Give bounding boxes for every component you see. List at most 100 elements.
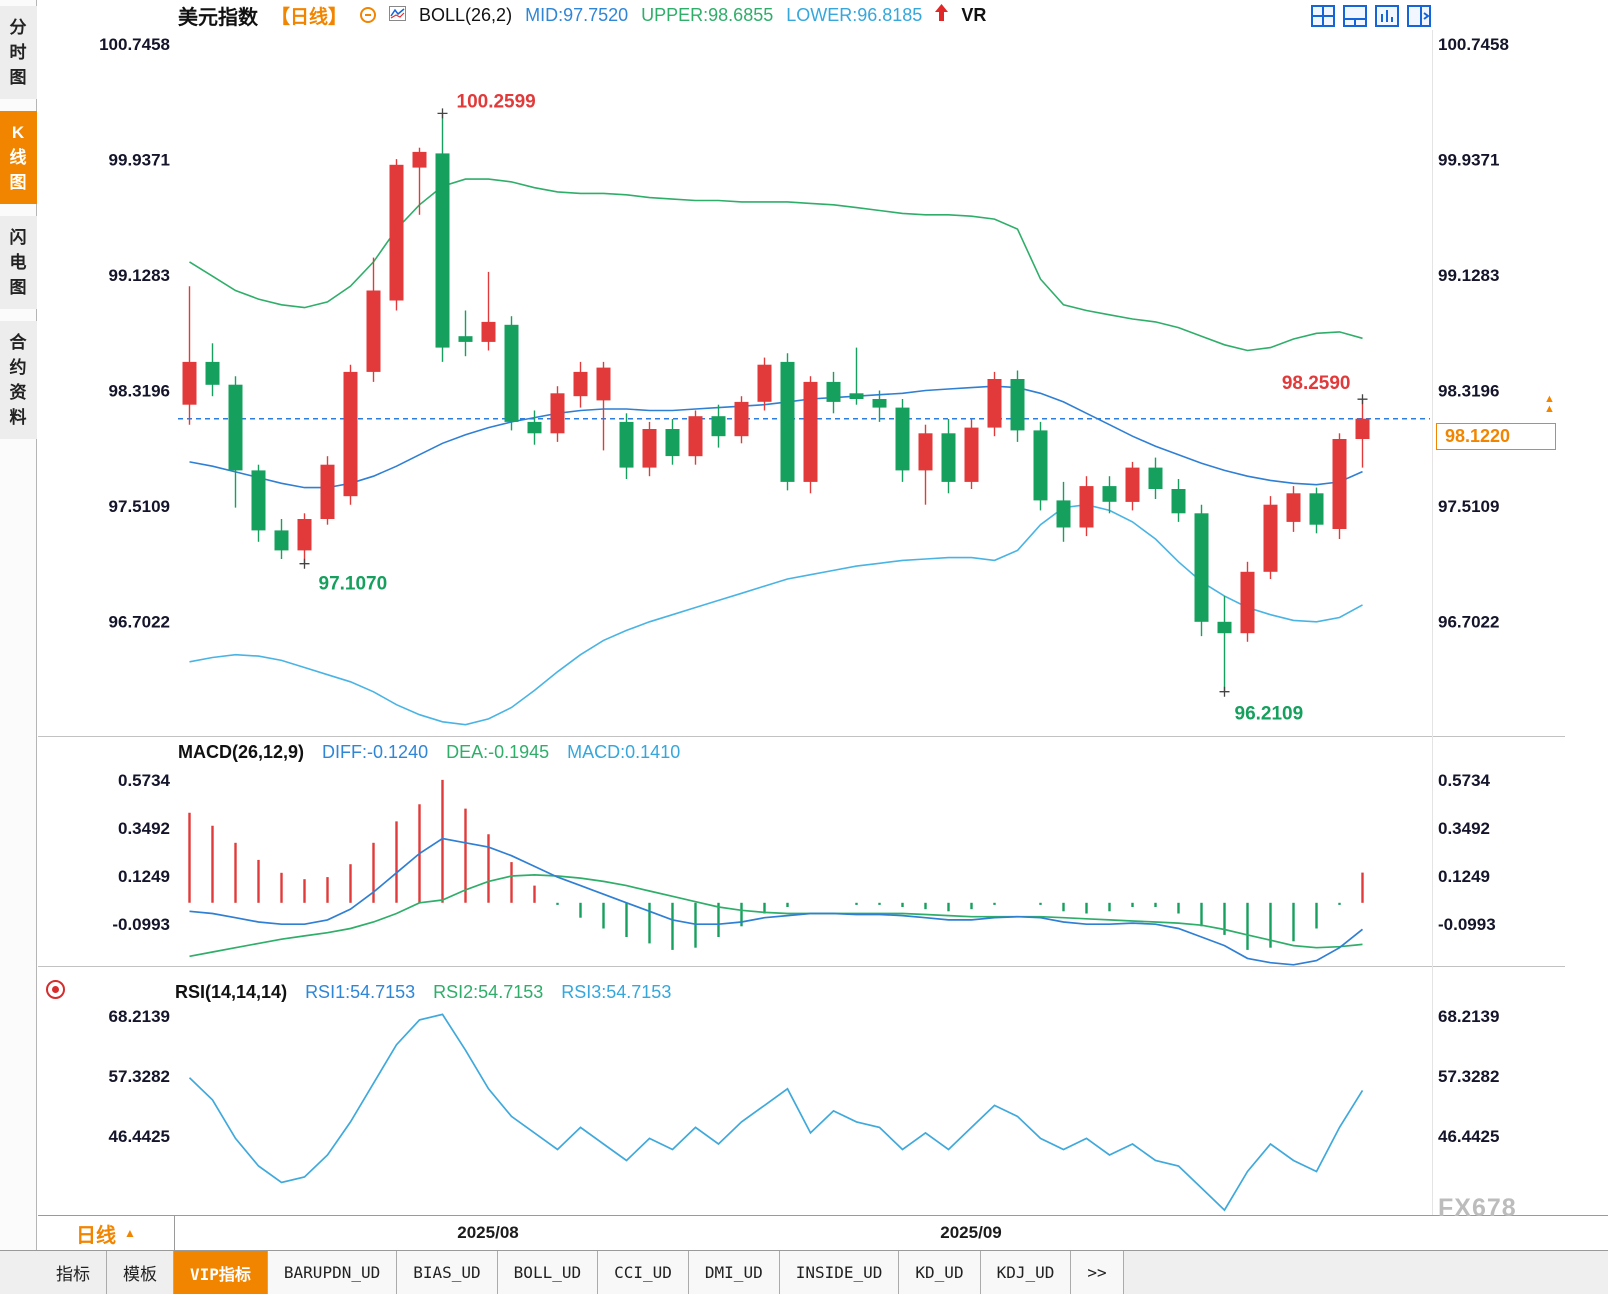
svg-text:97.5109: 97.5109: [1438, 497, 1499, 516]
macd-title[interactable]: MACD(26,12,9): [178, 742, 305, 762]
watermark: FX678: [1438, 1194, 1517, 1222]
y-axis-labels: 0.5734 0.5734 0.3492 0.3492 0.1249 0.1249 -0.0…: [112, 771, 1495, 934]
svg-text:99.1283: 99.1283: [109, 266, 170, 285]
collapse-circle-icon[interactable]: [360, 7, 377, 23]
macd-histogram: [188, 779, 1364, 950]
macd-macd-value: MACD:0.1410: [567, 742, 681, 762]
rsi1-value: RSI1:54.7153: [305, 982, 416, 1002]
x-axis-label: 2025/08: [457, 1223, 519, 1242]
tab-more[interactable]: >>: [1071, 1251, 1124, 1294]
price-annotations: 100.2599 97.1070 98.2590 96.2109: [299, 91, 1368, 725]
svg-text:0.3492: 0.3492: [118, 819, 170, 838]
svg-text:97.1070: 97.1070: [319, 574, 388, 595]
svg-text:-0.0993: -0.0993: [112, 915, 170, 934]
sidebar-item-kline-chart[interactable]: K 线 图: [0, 111, 37, 204]
sidebar-item-lightning-chart[interactable]: 闪 电 图: [0, 216, 37, 309]
svg-text:100.7458: 100.7458: [1438, 35, 1509, 54]
tab-templates[interactable]: 模板: [107, 1251, 174, 1294]
bar-chart-icon[interactable]: [1374, 4, 1400, 27]
svg-text:57.3282: 57.3282: [1438, 1067, 1499, 1086]
period-selector[interactable]: 日线 ▲: [38, 1216, 175, 1251]
svg-text:46.4425: 46.4425: [1438, 1127, 1499, 1146]
sidebar-item-timeshare-chart[interactable]: 分 时 图: [0, 6, 37, 99]
tab-vip-indicators[interactable]: VIP指标: [174, 1251, 268, 1294]
y-axis-labels: 100.7458 100.7458 99.9371 99.9371 99.1283 99.…: [99, 35, 1509, 632]
tab-bias-ud[interactable]: BIAS_UD: [397, 1251, 498, 1294]
indicator-mini-icon: [389, 5, 407, 26]
layout-split-bottom-icon[interactable]: [1342, 4, 1368, 27]
svg-text:99.9371: 99.9371: [109, 151, 170, 170]
panel-divider: [38, 736, 1565, 737]
tab-kd-ud[interactable]: KD_UD: [899, 1251, 981, 1294]
dea-line: [189, 874, 1363, 958]
svg-text:98.3196: 98.3196: [1438, 382, 1499, 401]
svg-text:68.2139: 68.2139: [1438, 1007, 1499, 1026]
x-axis-label: 2025/09: [940, 1223, 1002, 1242]
rsi-line: [188, 1013, 1364, 1212]
svg-text:57.3282: 57.3282: [109, 1067, 170, 1086]
macd-chart[interactable]: 0.5734 0.5734 0.3492 0.3492 0.1249 0.1249 -0.0…: [38, 737, 1608, 967]
svg-text:96.7022: 96.7022: [109, 613, 170, 632]
triangle-up-icon: ▲: [124, 1226, 136, 1240]
svg-text:97.5109: 97.5109: [109, 497, 170, 516]
layout-toolbar: [1310, 4, 1432, 27]
x-axis-row: 日线 ▲ 2025/08 2025/09: [38, 1215, 1608, 1251]
tab-barupdn-ud[interactable]: BARUPDN_UD: [267, 1251, 398, 1294]
rsi-chart[interactable]: 68.2139 68.2139 57.3282 57.3282 46.4425 46.44…: [38, 967, 1608, 1215]
tab-indicators[interactable]: 指标: [40, 1251, 107, 1294]
y-axis-labels: 68.2139 68.2139 57.3282 57.3282 46.4425 46.44…: [109, 1007, 1500, 1146]
period-selector-label: 日线: [76, 1224, 117, 1247]
boll-indicator-label: BOLL(26,2): [419, 4, 513, 25]
price-up-arrows-icon: ▲ ▲: [1544, 393, 1555, 415]
boll-bands: [189, 178, 1363, 726]
svg-text:99.9371: 99.9371: [1438, 151, 1499, 170]
tab-boll-ud[interactable]: BOLL_UD: [497, 1251, 599, 1294]
indicator-settings-icon[interactable]: [46, 980, 65, 999]
rsi-header: RSI(14,14,14) RSI1:54.7153 RSI2:54.7153 …: [175, 982, 671, 1003]
boll-upper-value: UPPER:98.6855: [641, 4, 774, 25]
svg-text:0.3492: 0.3492: [1438, 819, 1490, 838]
svg-text:0.5734: 0.5734: [1438, 771, 1491, 790]
rsi2-value: RSI2:54.7153: [433, 982, 544, 1002]
symbol-name: 美元指数: [178, 6, 258, 29]
svg-text:100.7458: 100.7458: [99, 35, 170, 54]
boll-lower-value: LOWER:96.8185: [786, 4, 923, 25]
bottom-tab-bar: 指标 模板 VIP指标 BARUPDN_UD BIAS_UD BOLL_UD CCI_UD D…: [0, 1250, 1608, 1294]
axis-divider: [1432, 30, 1433, 1215]
current-price-tag: 98.1220: [1436, 423, 1556, 450]
candles: [182, 113, 1370, 692]
svg-text:98.2590: 98.2590: [1282, 373, 1351, 394]
macd-header: MACD(26,12,9) DIFF:-0.1240 DEA:-0.1945 M…: [178, 742, 680, 763]
tab-dmi-ud[interactable]: DMI_UD: [688, 1251, 780, 1294]
rsi3-value: RSI3:54.7153: [561, 982, 672, 1002]
up-arrow-icon: [935, 4, 949, 26]
vr-indicator-label[interactable]: VR: [961, 4, 987, 25]
left-sidebar: 分 时 图 K 线 图闪 电 图合 约 资 料: [0, 0, 37, 1250]
svg-text:96.2109: 96.2109: [1235, 704, 1304, 725]
svg-text:-0.0993: -0.0993: [1438, 915, 1496, 934]
tab-inside-ud[interactable]: INSIDE_UD: [779, 1251, 900, 1294]
svg-text:46.4425: 46.4425: [109, 1127, 170, 1146]
rsi-title[interactable]: RSI(14,14,14): [175, 982, 288, 1002]
svg-text:96.7022: 96.7022: [1438, 613, 1499, 632]
macd-diff-value: DIFF:-0.1240: [322, 742, 429, 762]
macd-dea-value: DEA:-0.1945: [446, 742, 550, 762]
svg-text:0.1249: 0.1249: [118, 867, 170, 886]
sidebar-item-contract-info[interactable]: 合 约 资 料: [0, 321, 37, 439]
layout-grid-icon[interactable]: [1310, 4, 1336, 27]
boll-mid-value: MID:97.7520: [525, 4, 629, 25]
period-label[interactable]: 【日线】: [271, 6, 348, 28]
triangle-up-icon: ▲: [1544, 393, 1555, 405]
chart-header: 美元指数 【日线】 BOLL(26,2) MID:97.7520 UPPER:9…: [178, 0, 986, 30]
svg-text:100.2599: 100.2599: [457, 91, 536, 112]
diff-line: [189, 837, 1364, 966]
svg-text:0.1249: 0.1249: [1438, 867, 1490, 886]
layout-split-right-icon[interactable]: [1406, 4, 1432, 27]
tab-kdj-ud[interactable]: KDJ_UD: [980, 1251, 1072, 1294]
svg-text:0.5734: 0.5734: [118, 771, 171, 790]
main-candlestick-chart[interactable]: 100.7458 100.7458 99.9371 99.9371 99.1283 99.…: [38, 30, 1608, 737]
svg-text:68.2139: 68.2139: [109, 1007, 170, 1026]
triangle-up-icon: ▲: [1544, 403, 1555, 415]
tab-cci-ud[interactable]: CCI_UD: [598, 1251, 689, 1294]
